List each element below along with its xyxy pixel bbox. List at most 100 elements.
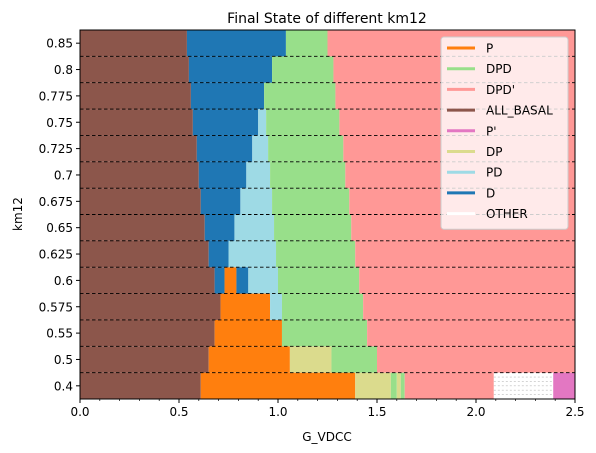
bar-segment-dpd (390, 372, 397, 399)
legend-label: ALL_BASAL (486, 104, 553, 118)
bar-segment-dpd (285, 30, 328, 57)
bar-segment-dpd (274, 214, 352, 241)
legend-label: OTHER (486, 207, 528, 221)
bar-segment-all-basal (80, 135, 197, 162)
bar-segment-dpd (400, 372, 405, 399)
bar-segment-pd (228, 240, 277, 268)
bar-segment-dpd (278, 267, 360, 294)
bar-segment-all-basal (80, 56, 189, 83)
bar-segment-all-basal (80, 346, 209, 373)
bar-segment-all-basal (80, 214, 205, 241)
bar-segment-dpd (266, 109, 340, 136)
legend-label: P' (486, 124, 497, 138)
bar-segment-p (220, 293, 271, 320)
bar-segment-d (208, 240, 229, 268)
y-axis-label: km12 (11, 197, 25, 231)
bar-segment-all-basal (80, 372, 201, 399)
bar-segment-all-basal (80, 30, 187, 57)
bar-segment-d (186, 30, 286, 57)
bar-segment-d (214, 267, 225, 294)
bar-segment-pd (248, 267, 278, 294)
y-tick-label: 0.85 (46, 37, 73, 51)
bar-segment-pd (234, 214, 275, 241)
y-tick-label: 0.6 (54, 274, 73, 288)
x-tick-label: 2.0 (466, 405, 485, 419)
bar-segment-pd (240, 188, 273, 215)
bar-segment-dpd (281, 293, 364, 320)
bar-segment-dpd-prime (367, 319, 575, 347)
bar-segment-all-basal (80, 319, 215, 347)
bar-segment-dpd-prime (404, 372, 494, 399)
bar-segment-p (214, 319, 282, 347)
legend-label: DPD' (486, 83, 515, 97)
bar-segment-d (192, 109, 259, 136)
bar-segment-dp (289, 346, 332, 373)
bar-segment-pd (270, 293, 282, 320)
y-tick-label: 0.55 (46, 327, 73, 341)
chart-title: Final State of different km12 (227, 11, 427, 27)
bar-segment-p (208, 346, 290, 373)
bar-segment-dpd (272, 188, 350, 215)
y-tick-label: 0.5 (54, 353, 73, 367)
y-tick-label: 0.7 (54, 168, 73, 182)
bar-segment-all-basal (80, 161, 199, 189)
legend-label: D (486, 186, 495, 200)
bar-segment-all-basal (80, 267, 215, 294)
y-tick-label: 0.675 (39, 195, 73, 209)
x-tick-label: 2.5 (565, 405, 584, 419)
y-tick-label: 0.725 (39, 142, 73, 156)
bar-segment-dpd-prime (377, 346, 575, 373)
legend-label: DPD (486, 62, 512, 76)
bar-segment-d (200, 188, 241, 215)
legend-label: PD (486, 166, 502, 180)
y-axis-ticks: 0.4 0.5 0.55 0.575 0.6 0.625 0.65 0.675 0.7 0.725… (39, 37, 80, 393)
bar-segment-d (198, 161, 247, 189)
bar-segment-dpd-prime (355, 240, 575, 268)
y-tick-label: 0.75 (46, 116, 73, 130)
bar-segment-dp (355, 372, 391, 399)
x-tick-label: 1.5 (367, 405, 386, 419)
y-tick-label: 0.65 (46, 221, 73, 235)
x-tick-label: 0.5 (169, 405, 188, 419)
bar-segment-p (200, 372, 356, 399)
x-axis-ticks: 0.0 0.5 1.0 1.5 2.0 2.5 (70, 399, 585, 419)
bar-segment-p (224, 267, 237, 294)
bar-segment-all-basal (80, 82, 191, 110)
bar-segment-d (188, 56, 273, 83)
bar-segment-all-basal (80, 293, 221, 320)
x-axis-label: G_VDCC (302, 430, 352, 444)
bar-segment-d (196, 135, 253, 162)
bar-segment-pd (258, 109, 267, 136)
y-tick-label: 0.575 (39, 300, 73, 314)
y-tick-label: 0.775 (39, 89, 73, 103)
y-tick-label: 0.4 (54, 379, 73, 393)
bar-segment-all-basal (80, 109, 193, 136)
x-tick-label: 0.0 (70, 405, 89, 419)
bar-segment-d (236, 267, 249, 294)
bar-segment-all-basal (80, 188, 201, 215)
bar-segment-dp (396, 372, 401, 399)
legend: P DPD DPD' ALL_BASAL P' DP PD D OTHER (440, 36, 569, 230)
bar-segment-dpd (268, 135, 344, 162)
bar-segment-d (190, 82, 265, 110)
legend-frame (440, 36, 569, 230)
legend-label: DP (486, 145, 502, 159)
y-tick-label: 0.8 (54, 63, 73, 77)
bar-segment-d (204, 214, 235, 241)
y-tick-label: 0.625 (39, 248, 73, 262)
bar-segment-pd (246, 161, 271, 189)
bar-segment-pd (252, 135, 269, 162)
bar-segment-dpd (272, 56, 334, 83)
bar-segment-dpd (264, 82, 336, 110)
bar-segment-dpd (331, 346, 377, 373)
bar-segment-dpd (276, 240, 356, 268)
bar-segment-dpd (270, 161, 346, 189)
bar-segment-dpd-prime (363, 293, 575, 320)
bar-segment-dpd (281, 319, 368, 347)
legend-label: P (486, 42, 493, 56)
plot-frame (79, 29, 576, 400)
bar-segment-p-prime (553, 372, 575, 399)
bar-segment-dpd-prime (359, 267, 575, 294)
x-tick-label: 1.0 (268, 405, 287, 419)
